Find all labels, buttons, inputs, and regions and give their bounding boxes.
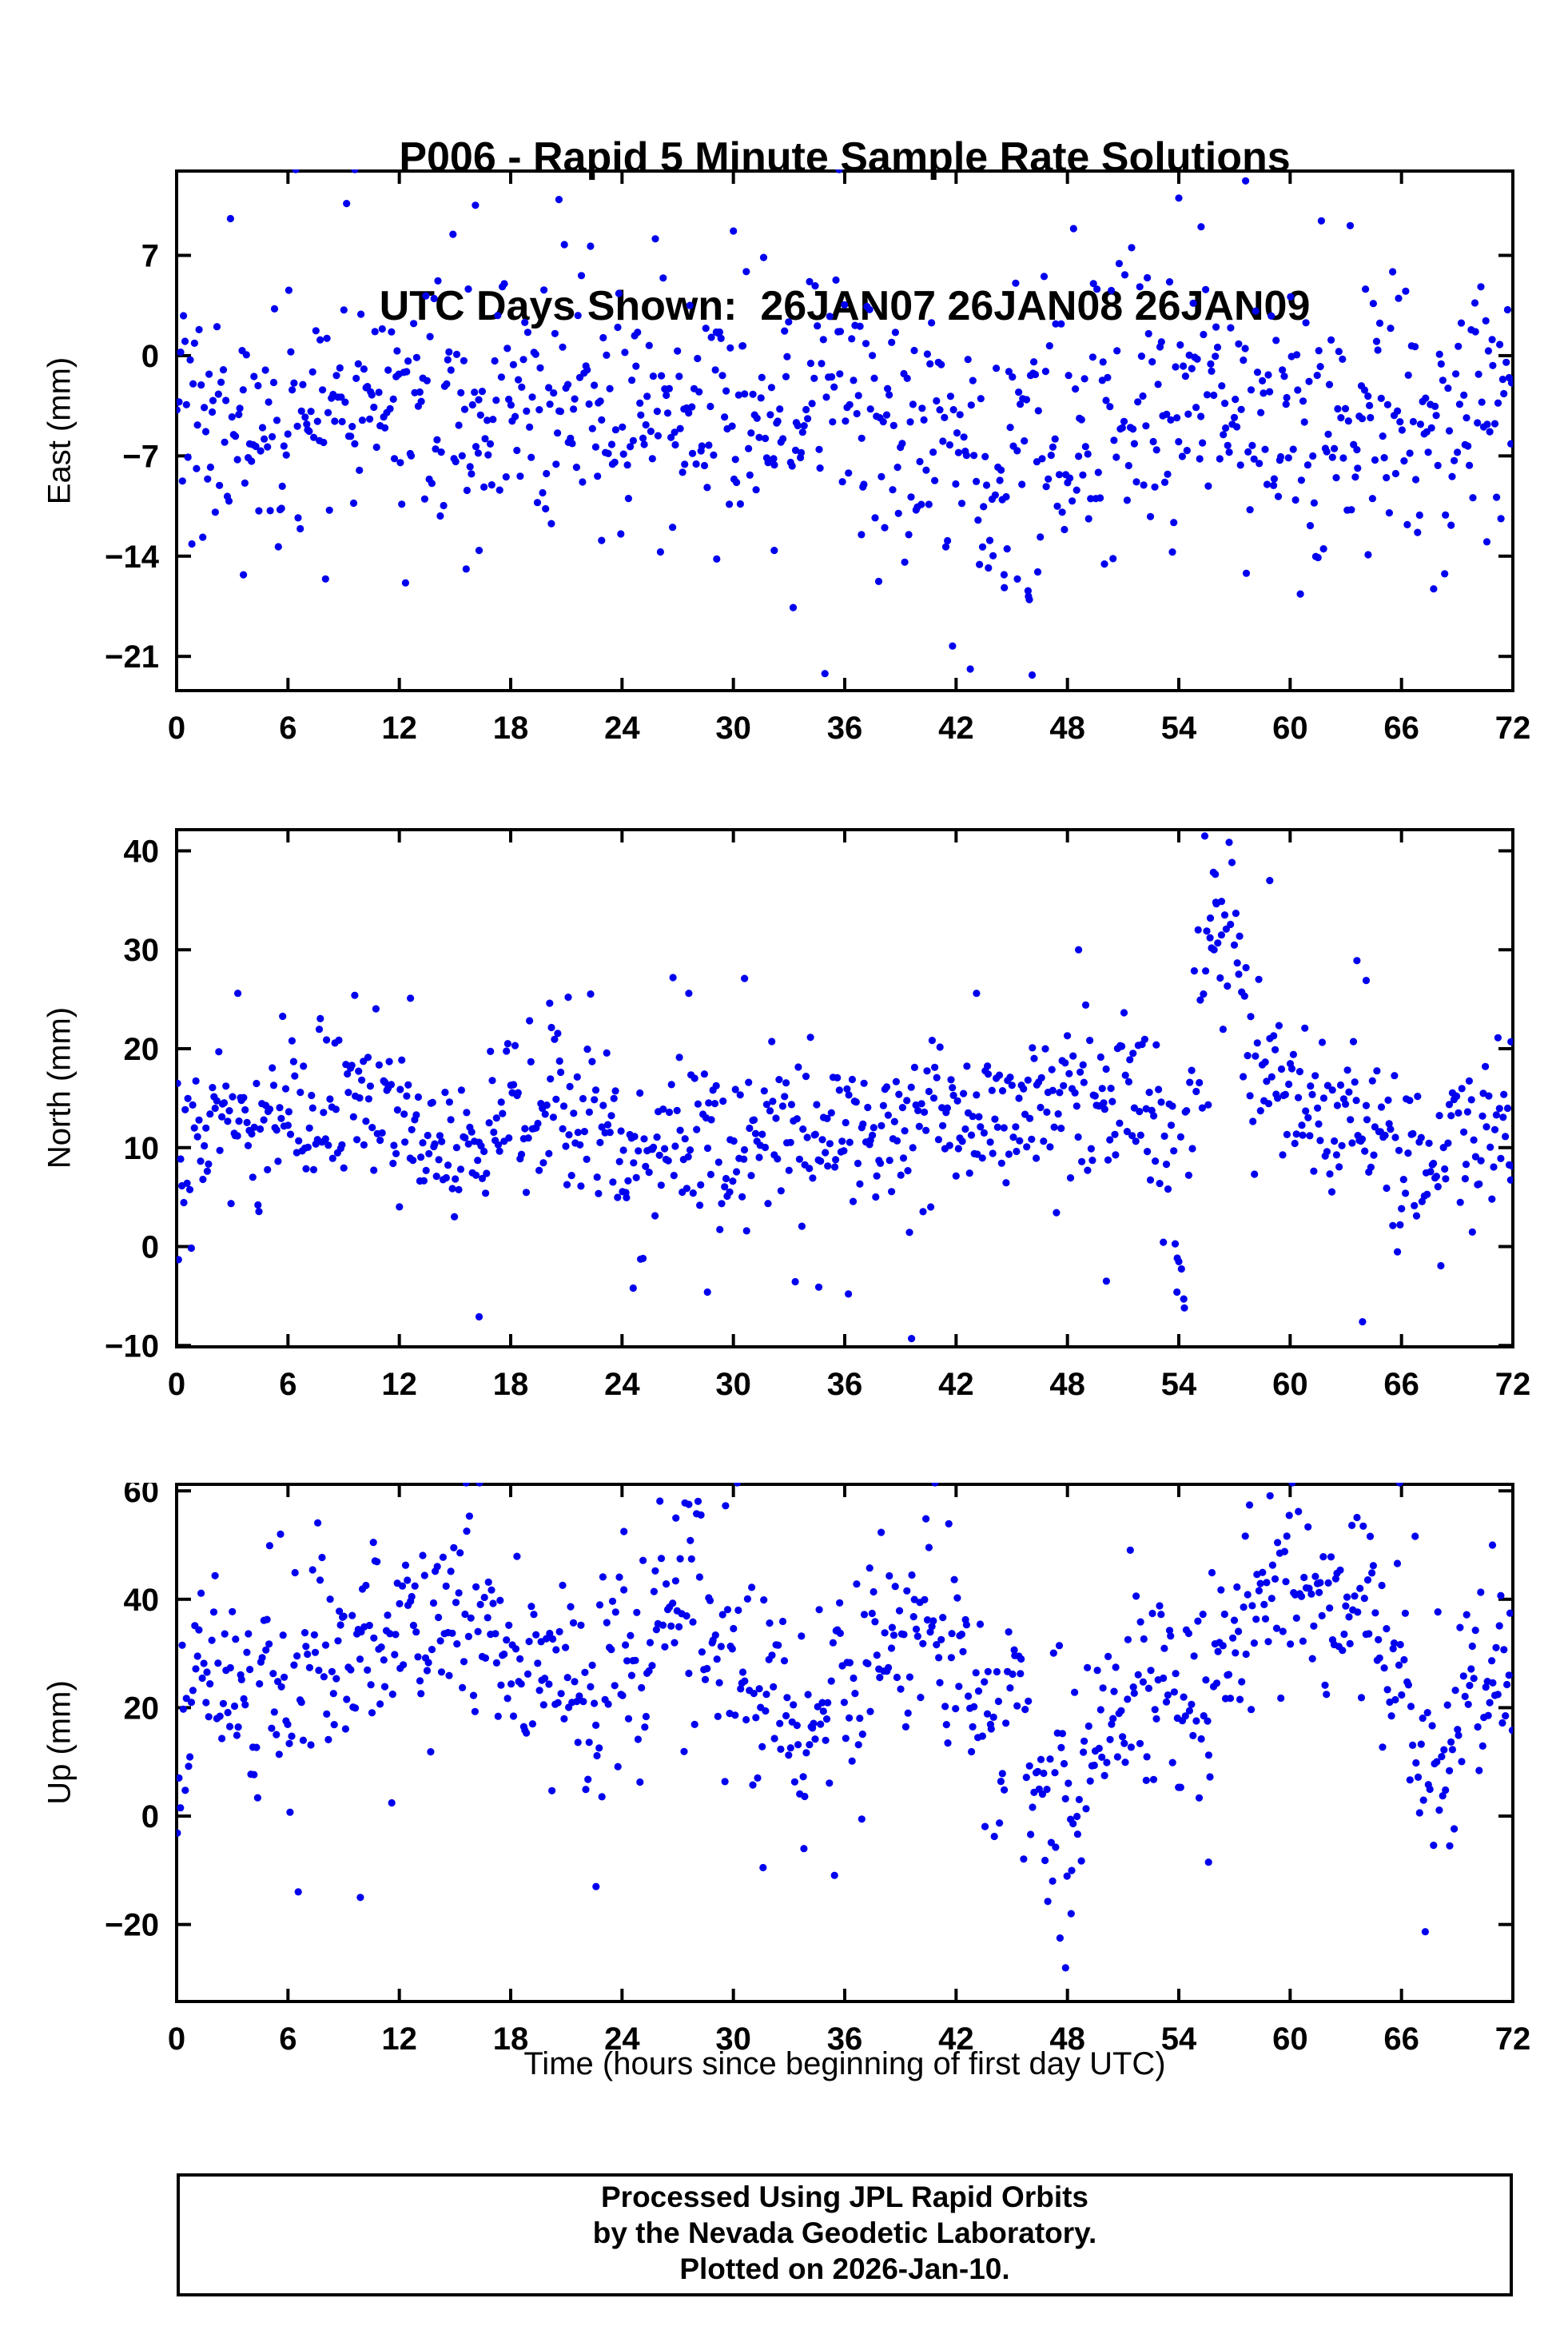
svg-text:54: 54 [1161,711,1197,746]
svg-text:−7: −7 [122,439,159,474]
svg-text:48: 48 [1049,1367,1085,1402]
svg-text:20: 20 [124,1691,160,1726]
svg-text:54: 54 [1161,1367,1197,1402]
svg-text:24: 24 [604,1367,640,1402]
svg-text:72: 72 [1495,711,1531,746]
svg-text:0: 0 [168,2021,185,2057]
svg-text:48: 48 [1049,711,1085,746]
svg-text:60: 60 [1272,711,1308,746]
svg-text:6: 6 [279,2021,296,2057]
svg-text:40: 40 [124,1583,160,1618]
svg-text:18: 18 [493,711,529,746]
svg-text:18: 18 [493,2021,529,2057]
east-scatter-plot: 0 6 12 18 24 30 36 42 48 54 60 66 72 7 0 −7 −14 −21 [105,169,1531,746]
up-scatter-plot: 0 6 12 18 24 30 36 42 48 54 60 66 72 −20 0 20 40 60 [105,1483,1531,2057]
chart-subtitle: UTC Days Shown: 26JAN07 26JAN08 26JAN09 [379,283,1311,329]
svg-text:12: 12 [381,711,417,746]
svg-text:0: 0 [141,339,159,374]
footer-line-3: Plotted on 2026-Jan-10. [679,2252,1010,2285]
svg-text:54: 54 [1161,2021,1197,2057]
chart-title-block: P006 - Rapid 5 Minute Sample Rate Soluti… [177,34,1513,430]
svg-text:−20: −20 [105,1908,159,1943]
svg-text:66: 66 [1383,711,1419,746]
svg-text:42: 42 [938,1367,974,1402]
svg-text:12: 12 [381,1367,417,1402]
x-axis-label: Time (hours since beginning of first day… [523,2046,1166,2081]
svg-text:66: 66 [1383,2021,1419,2057]
svg-text:72: 72 [1495,1367,1531,1402]
svg-text:0: 0 [141,1230,159,1265]
svg-text:42: 42 [938,2021,974,2057]
footer-line-1: Processed Using JPL Rapid Orbits [601,2181,1088,2213]
svg-text:0: 0 [168,711,185,746]
svg-text:24: 24 [604,2021,640,2057]
north-scatter-plot: 0 6 12 18 24 30 36 42 48 54 60 66 72 −10 0 10 20 30 40 [105,828,1531,1402]
svg-text:30: 30 [715,2021,751,2057]
svg-text:36: 36 [827,1367,863,1402]
svg-text:10: 10 [124,1131,160,1166]
svg-text:20: 20 [124,1032,160,1067]
svg-text:30: 30 [715,711,751,746]
svg-text:48: 48 [1049,2021,1085,2057]
svg-text:30: 30 [124,933,160,968]
svg-text:30: 30 [715,1367,751,1402]
svg-text:60: 60 [1272,2021,1308,2057]
svg-text:12: 12 [381,2021,417,2057]
footer-line-2: by the Nevada Geodetic Laboratory. [592,2217,1097,2249]
svg-text:6: 6 [279,1367,296,1402]
svg-text:60: 60 [1272,1367,1308,1402]
chart-title: P006 - Rapid 5 Minute Sample Rate Soluti… [399,134,1291,181]
svg-text:66: 66 [1383,1367,1419,1402]
svg-text:42: 42 [938,711,974,746]
svg-text:0: 0 [141,1799,159,1834]
footer-box: Processed Using JPL Rapid Orbits by the … [177,2173,1513,2296]
svg-text:60: 60 [124,1483,160,1509]
svg-text:6: 6 [279,711,296,746]
svg-text:36: 36 [827,711,863,746]
svg-text:24: 24 [604,711,640,746]
svg-text:0: 0 [168,1367,185,1402]
svg-text:−21: −21 [105,639,159,675]
svg-text:−14: −14 [105,540,160,575]
svg-text:18: 18 [493,1367,529,1402]
svg-text:−10: −10 [105,1328,159,1364]
svg-text:72: 72 [1495,2021,1531,2057]
svg-text:36: 36 [827,2021,863,2057]
svg-text:7: 7 [141,239,159,274]
svg-text:40: 40 [124,834,160,869]
